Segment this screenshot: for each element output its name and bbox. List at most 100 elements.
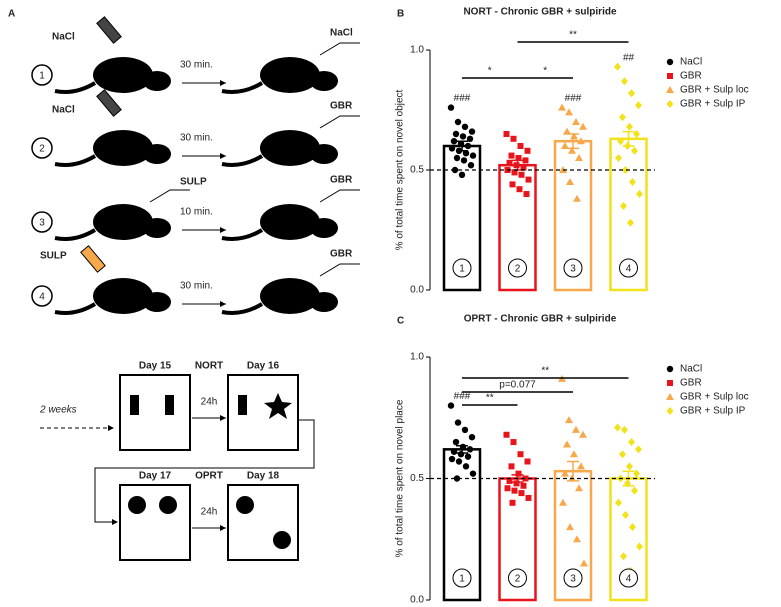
data-point — [565, 416, 573, 424]
data-point — [508, 152, 515, 159]
data-point — [520, 482, 527, 489]
data-point — [635, 101, 642, 110]
data-point — [518, 490, 525, 497]
data-point — [614, 62, 621, 71]
significance-label: p=0.077 — [499, 380, 536, 391]
data-point — [524, 147, 531, 154]
category-circle — [563, 258, 583, 278]
category-label: 2 — [515, 574, 521, 585]
label: Day 17 — [139, 471, 172, 482]
arena — [227, 484, 299, 561]
data-point — [453, 475, 461, 482]
row-circle — [31, 137, 53, 159]
row-delay: 30 min. — [180, 60, 213, 71]
legend-marker — [667, 380, 673, 386]
data-point — [575, 154, 583, 161]
legend-marker — [666, 393, 674, 400]
error-bar — [456, 444, 468, 454]
mouse-tail — [221, 228, 264, 241]
data-point — [561, 469, 569, 477]
annotation: ## — [623, 52, 635, 63]
data-point — [455, 458, 463, 465]
data-point — [510, 135, 517, 142]
data-point — [506, 159, 513, 166]
data-point — [626, 462, 633, 471]
data-point — [508, 463, 515, 470]
data-point — [621, 425, 628, 434]
data-point — [565, 108, 573, 116]
data-point — [511, 487, 518, 494]
row-before: NaCl — [52, 105, 75, 116]
mouse-tail — [54, 302, 97, 315]
data-point — [523, 191, 530, 197]
category-label: 2 — [515, 264, 521, 275]
mouse-tail — [54, 228, 97, 241]
data-point — [525, 494, 532, 501]
data-point — [561, 142, 569, 149]
data-point — [515, 470, 522, 477]
mouse-body — [260, 130, 320, 166]
data-point — [459, 133, 467, 140]
mouse-body — [260, 57, 320, 93]
data-point — [454, 419, 462, 426]
data-point — [467, 162, 475, 169]
data-point — [462, 150, 470, 157]
data-point — [461, 123, 469, 130]
data-point — [447, 104, 455, 111]
data-point — [511, 169, 518, 176]
data-point — [577, 462, 585, 470]
data-point — [619, 450, 626, 459]
data-point — [629, 523, 636, 532]
data-point — [466, 446, 474, 453]
data-point — [620, 552, 627, 561]
data-point — [563, 440, 571, 448]
label: 24h — [201, 507, 218, 518]
mouse-head — [143, 144, 171, 164]
label: 2 weeks — [39, 405, 77, 416]
data-point — [459, 443, 467, 451]
data-point — [636, 190, 643, 198]
legend-label: NaCl — [680, 364, 702, 375]
object — [236, 496, 254, 514]
significance-label: ** — [541, 366, 549, 377]
data-point — [510, 439, 517, 446]
row-delay: 10 min. — [180, 207, 213, 218]
data-point — [522, 475, 529, 482]
data-point — [622, 166, 629, 174]
data-point — [464, 453, 472, 460]
chart-title: NORT - Chronic GBR + sulpiride — [463, 7, 617, 18]
mouse-head — [143, 71, 171, 91]
data-point — [525, 176, 532, 183]
category-circle — [619, 568, 638, 588]
data-point — [619, 113, 626, 122]
data-point — [617, 137, 624, 146]
data-point — [615, 498, 622, 507]
label: Day 18 — [247, 471, 280, 482]
data-point — [458, 171, 466, 178]
y-axis-label: % of total time spent on novel object — [395, 89, 406, 250]
data-point — [517, 451, 524, 458]
legend-label: GBR + Sulp IP — [680, 406, 746, 417]
data-point — [503, 131, 510, 137]
row-before: SULP — [180, 177, 207, 188]
cannula — [149, 189, 190, 203]
arrow-head — [220, 415, 226, 421]
mouse-tail — [54, 154, 97, 167]
mouse-body — [260, 204, 320, 240]
connector — [94, 419, 315, 523]
category-label: 1 — [459, 264, 465, 275]
y-tick-label: 1.0 — [410, 352, 424, 363]
legend-label: GBR + Sulp loc — [680, 85, 749, 96]
row-after: GBR — [330, 175, 353, 186]
legend-label: GBR — [680, 378, 702, 389]
label: Day 16 — [247, 361, 280, 372]
data-point — [504, 485, 511, 492]
data-point — [452, 438, 460, 446]
annotation: ### — [565, 93, 582, 104]
arena — [119, 484, 191, 561]
data-point — [518, 171, 525, 178]
arrow-head — [108, 425, 114, 431]
row-after: GBR — [330, 249, 353, 260]
data-point — [622, 510, 629, 519]
data-point — [636, 542, 643, 551]
